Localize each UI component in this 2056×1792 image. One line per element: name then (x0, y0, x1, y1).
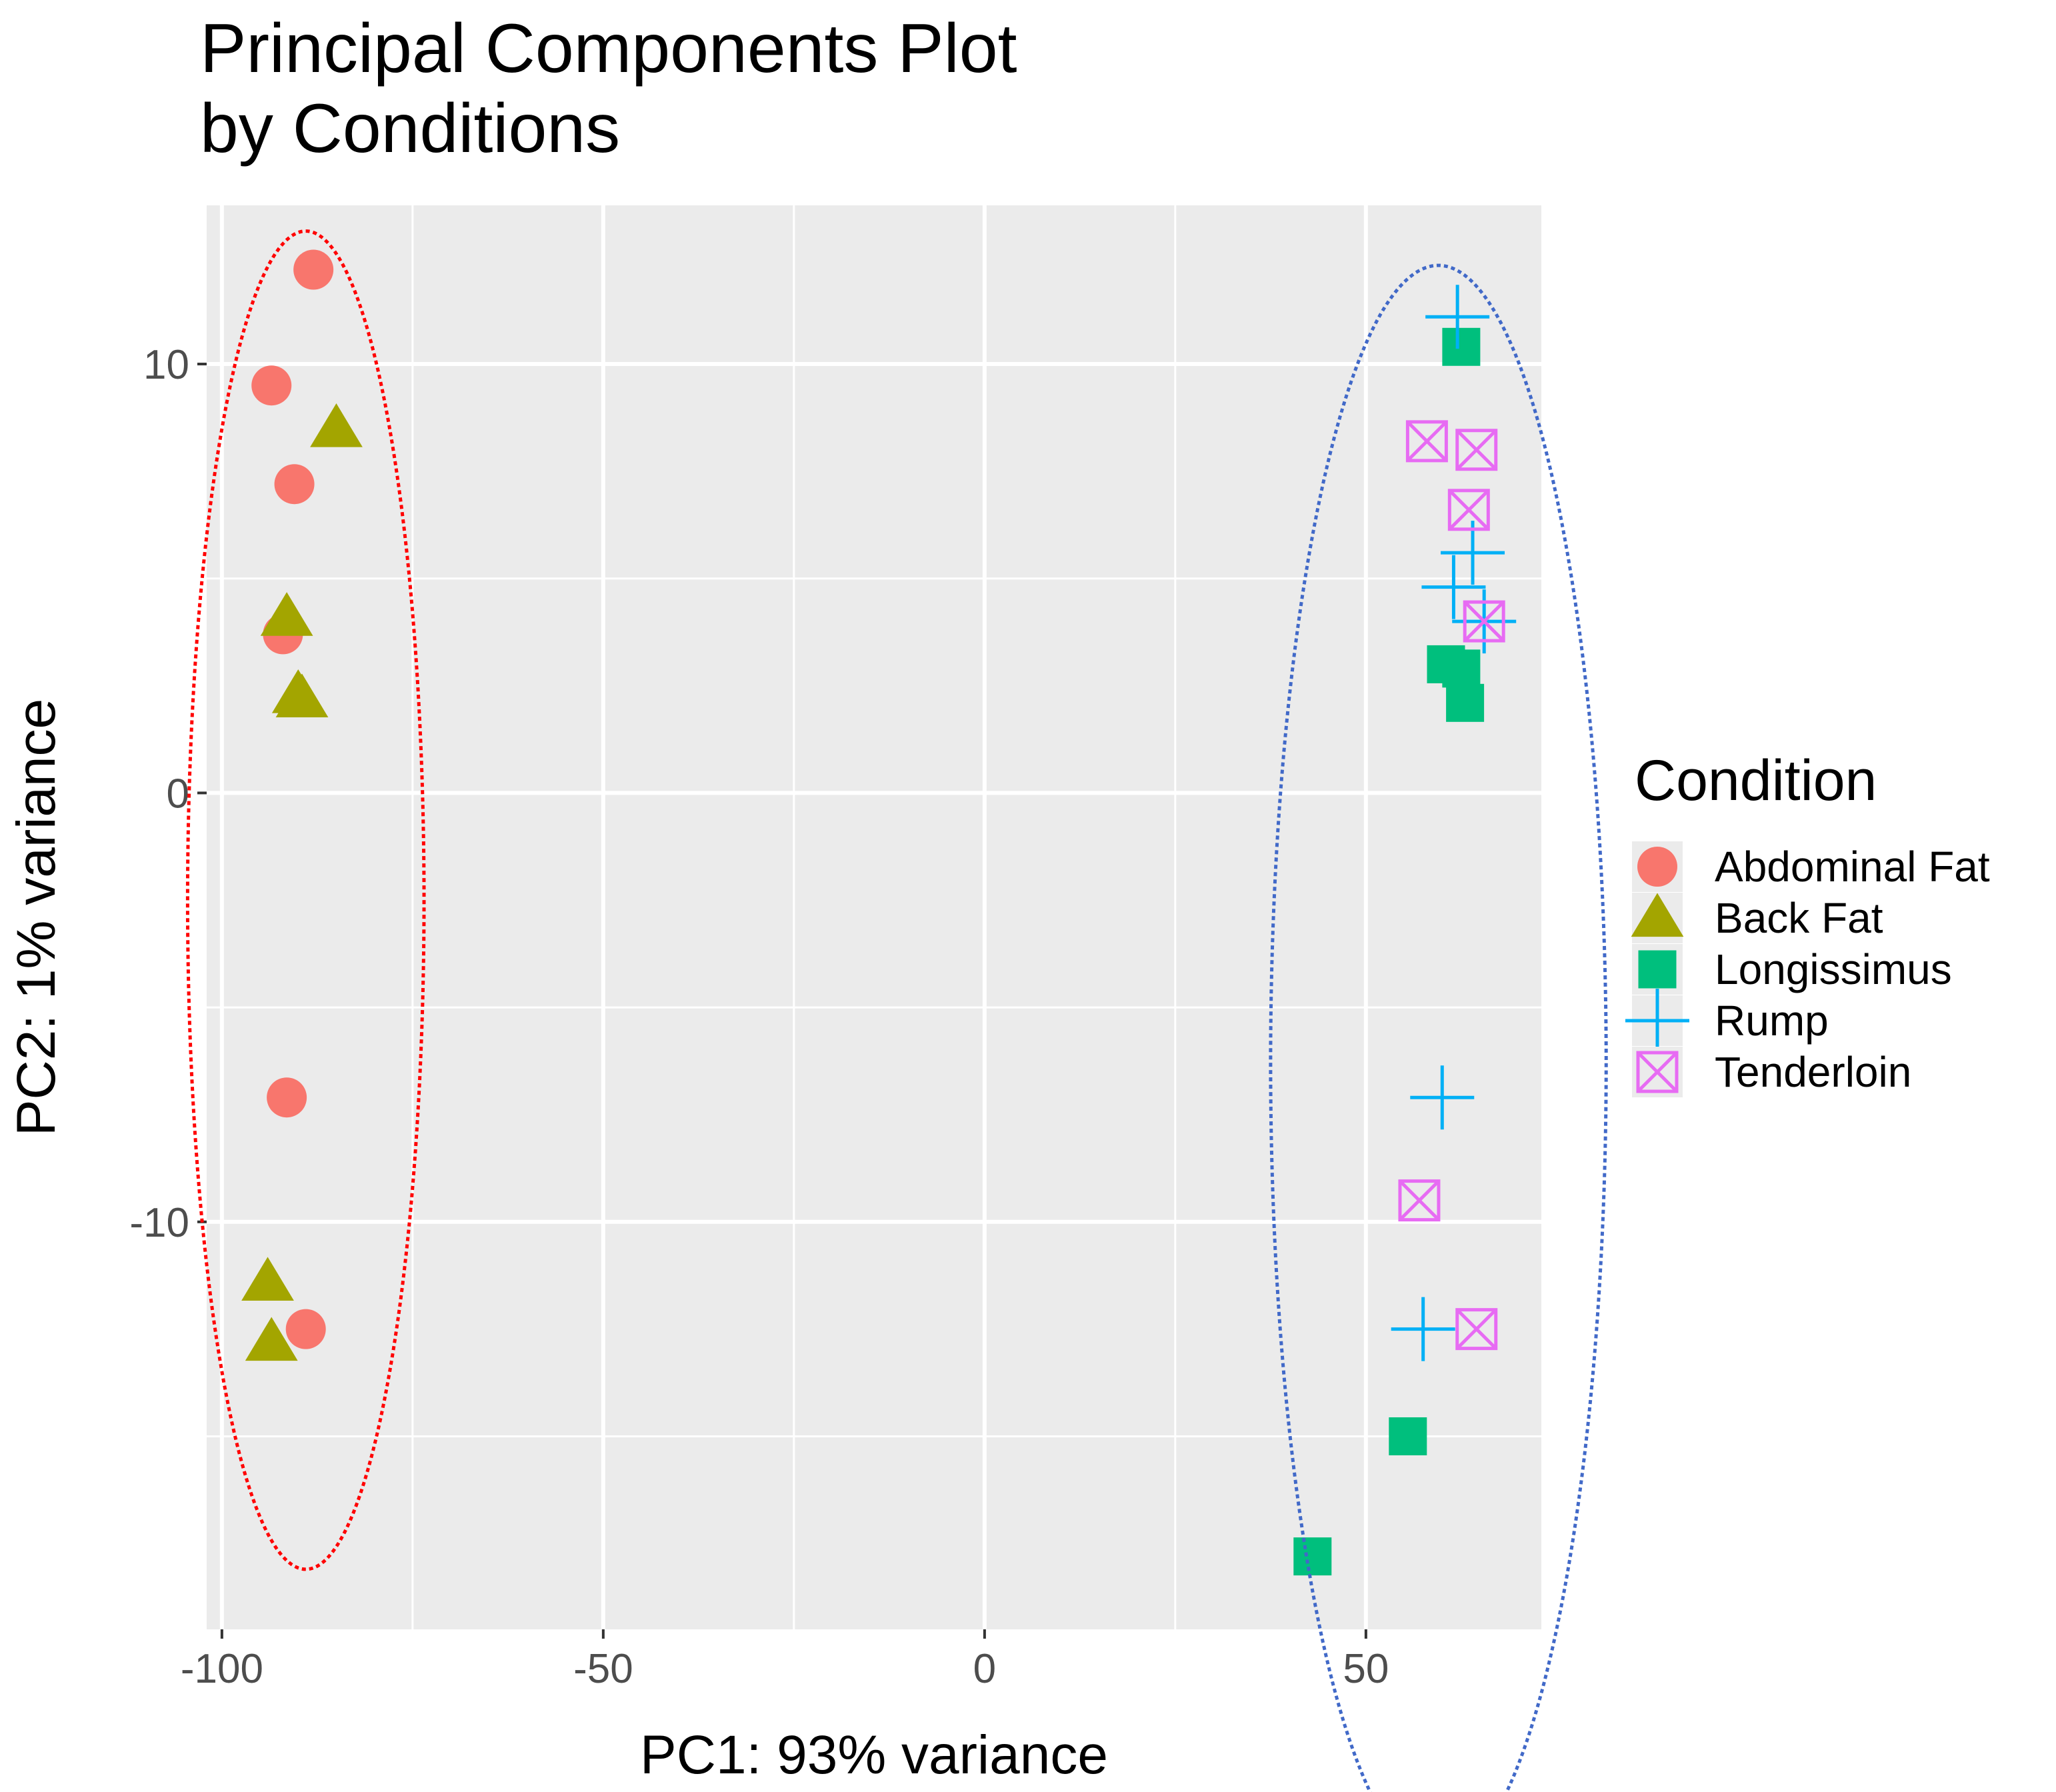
x-tick-label: -100 (181, 1646, 263, 1692)
point-tenderloin (1455, 429, 1498, 471)
legend-label-abdominal-fat: Abdominal Fat (1715, 843, 1990, 891)
y-axis: -10 0 10 (129, 342, 207, 1246)
point-longissimus (1293, 1537, 1332, 1576)
y-axis-title: PC2: 1% variance (6, 699, 67, 1136)
point-abdominal-fat (251, 365, 292, 406)
point-abdominal-fat (293, 249, 334, 290)
tenderloin-cross-b (1455, 429, 1497, 471)
point-back-fat (310, 403, 363, 447)
legend-label-tenderloin: Tenderloin (1715, 1048, 1911, 1096)
tenderloin-cross-b (1399, 1179, 1440, 1221)
legend-key-abdominal-fat (1637, 847, 1677, 887)
point-back-fat (275, 673, 329, 718)
point-tenderloin (1455, 1308, 1498, 1351)
chart-title-line-2: by Conditions (200, 90, 620, 167)
point-rump (1425, 285, 1490, 349)
legend-label-longissimus: Longissimus (1715, 945, 1952, 993)
point-rump (1421, 555, 1486, 619)
legend-key-back-fat (1631, 893, 1684, 937)
y-tick-label: 0 (167, 771, 189, 817)
point-rump (1391, 1297, 1455, 1361)
legend-title: Condition (1635, 749, 1877, 813)
x-axis-title: PC1: 93% variance (640, 1725, 1108, 1785)
x-axis: -100 -50 0 50 (181, 1629, 1389, 1692)
tenderloin-box (1463, 600, 1505, 643)
tenderloin-cross-b (1455, 1308, 1497, 1350)
legend-label-rump: Rump (1715, 997, 1829, 1045)
muscle-cluster-ellipse (1269, 263, 1608, 1792)
point-abdominal-fat (274, 464, 315, 505)
tenderloin-cross-b (1406, 421, 1448, 462)
cluster-annotations (185, 229, 1608, 1792)
y-tick-label: 10 (143, 342, 189, 388)
legend-key-tenderloin (1636, 1051, 1679, 1093)
point-tenderloin (1405, 420, 1448, 463)
point-longissimus (1446, 683, 1485, 722)
x-tick-label: 0 (973, 1646, 996, 1692)
point-abdominal-fat (285, 1309, 326, 1349)
point-tenderloin (1447, 489, 1490, 531)
tenderloin-cross-b (1448, 489, 1490, 531)
legend-key-rump (1625, 989, 1689, 1053)
tenderloin-box (1398, 1179, 1441, 1222)
y-tick-label: -10 (129, 1200, 189, 1246)
tenderloin-box (1447, 489, 1490, 531)
tenderloin-box (1636, 1051, 1679, 1093)
chart-title-line-1: Principal Components Plot (200, 10, 1017, 87)
minor-gridlines (207, 205, 1541, 1629)
x-tick-label: -50 (573, 1646, 633, 1692)
point-tenderloin (1463, 600, 1505, 643)
x-tick-label: 50 (1343, 1646, 1389, 1692)
data-points (241, 249, 1517, 1576)
major-gridlines (207, 205, 1541, 1629)
tenderloin-box (1405, 420, 1448, 463)
tenderloin-box (1455, 1308, 1498, 1351)
point-rump (1441, 521, 1505, 585)
point-back-fat (241, 1257, 294, 1301)
legend-key-longissimus (1638, 950, 1677, 989)
point-longissimus (1389, 1417, 1427, 1455)
point-abdominal-fat (267, 1077, 307, 1118)
point-tenderloin (1398, 1179, 1441, 1222)
fat-cluster-ellipse (185, 229, 426, 1571)
plot-panel (207, 205, 1541, 1629)
point-rump (1410, 1065, 1475, 1130)
tenderloin-cross-b (1637, 1051, 1678, 1093)
point-back-fat (260, 592, 313, 636)
point-longissimus (1442, 327, 1481, 366)
tenderloin-cross-b (1463, 601, 1505, 642)
legend-label-back-fat: Back Fat (1715, 894, 1883, 942)
tenderloin-box (1455, 429, 1498, 471)
point-back-fat (245, 1317, 298, 1361)
point-longissimus (1442, 649, 1481, 688)
